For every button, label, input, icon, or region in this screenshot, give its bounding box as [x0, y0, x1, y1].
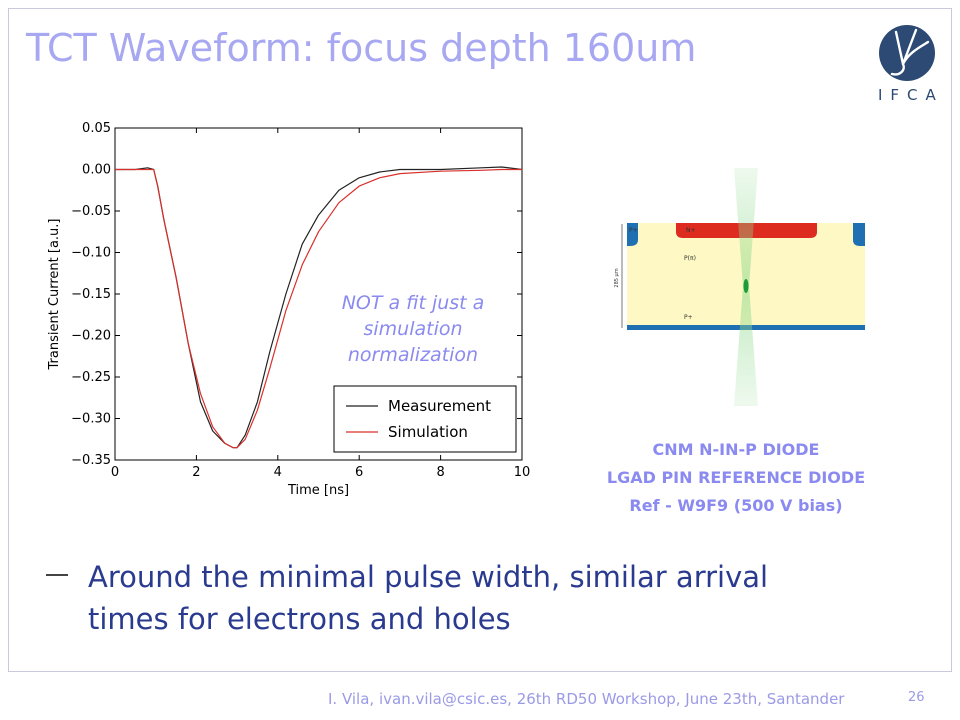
chart-series — [115, 166, 523, 449]
ifca-logo-icon — [879, 25, 935, 81]
y-tick-label: −0.10 — [71, 246, 111, 261]
thickness-label: 285 μm — [614, 268, 620, 287]
tct-waveform-chart: 0 2 4 6 8 10 0.05 0.00 −0.05 −0.10 −0.15 −0.20 −0.25… — [47, 121, 530, 498]
diode-cross-section: 285 μm P+ N+ P(π) P+ — [614, 168, 865, 406]
y-tick-label: −0.30 — [71, 412, 111, 427]
laser-beam-top — [734, 168, 758, 286]
legend-label: Measurement — [388, 397, 491, 415]
bullet-line-1: Around the minimal pulse width, similar … — [88, 560, 769, 594]
legend-label: Simulation — [388, 423, 468, 441]
logo-text: IFCA — [878, 86, 944, 104]
x-tick-label: 10 — [514, 465, 531, 480]
p-stop-right — [853, 223, 865, 246]
x-axis-label: Time [ns] — [287, 483, 349, 498]
annotation-line-1: NOT a fit just a — [341, 292, 485, 314]
chart-axes: 0 2 4 6 8 10 0.05 0.00 −0.05 −0.10 −0.15 −0.20 −0.25… — [47, 121, 530, 498]
p-stop-left — [627, 223, 638, 246]
x-tick-label: 0 — [111, 465, 119, 480]
slide-title: TCT Waveform: focus depth 160um — [26, 26, 697, 70]
y-tick-label: −0.05 — [71, 204, 111, 219]
y-tick-label: 0.00 — [82, 163, 111, 178]
y-tick-label: 0.05 — [82, 121, 111, 136]
n-plus-label: N+ — [686, 227, 696, 234]
y-tick-label: −0.25 — [71, 370, 111, 385]
bullet-line-2: times for electrons and holes — [88, 602, 511, 636]
p-plus-bottom-label: P+ — [684, 314, 693, 321]
legend-box — [333, 385, 517, 453]
x-tick-label: 6 — [355, 465, 363, 480]
logo-stroke — [890, 28, 930, 76]
y-axis-label: Transient Current [a.u.] — [47, 218, 62, 370]
x-tick-label: 8 — [436, 465, 444, 480]
chart-legend: Measurement Simulation — [333, 385, 517, 453]
p-plus-top-label: P+ — [629, 227, 638, 234]
caption-line-1: CNM N-IN-P DIODE — [652, 440, 820, 459]
x-tick-label: 4 — [274, 465, 282, 480]
slide-frame — [8, 8, 952, 672]
y-tick-label: −0.35 — [71, 453, 111, 468]
y-tick-label: −0.20 — [71, 329, 111, 344]
slide-footer: I. Vila, ivan.vila@csic.es, 26th RD50 Wo… — [328, 690, 845, 708]
series-line-simulation — [115, 168, 522, 449]
laser-focus-spot — [743, 279, 749, 293]
bullet-text: Around the minimal pulse width, similar … — [88, 556, 768, 640]
annotation-line-3: normalization — [347, 344, 479, 366]
bullet-dash-icon — [46, 574, 68, 576]
p-pi-label: P(π) — [684, 255, 696, 262]
laser-beam-bottom — [734, 286, 758, 406]
y-tick-label: −0.15 — [71, 287, 111, 302]
annotation-line-2: simulation — [363, 318, 463, 340]
caption-line-2: LGAD PIN REFERENCE DIODE — [606, 468, 866, 487]
caption-line-3: Ref - W9F9 (500 V bias) — [629, 496, 843, 515]
page-number: 26 — [908, 690, 925, 705]
x-tick-label: 2 — [192, 465, 200, 480]
chart-annotation: NOT a fit just a simulation normalizatio… — [318, 290, 508, 368]
diode-caption: CNM N-IN-P DIODE LGAD PIN REFERENCE DIOD… — [566, 436, 906, 520]
